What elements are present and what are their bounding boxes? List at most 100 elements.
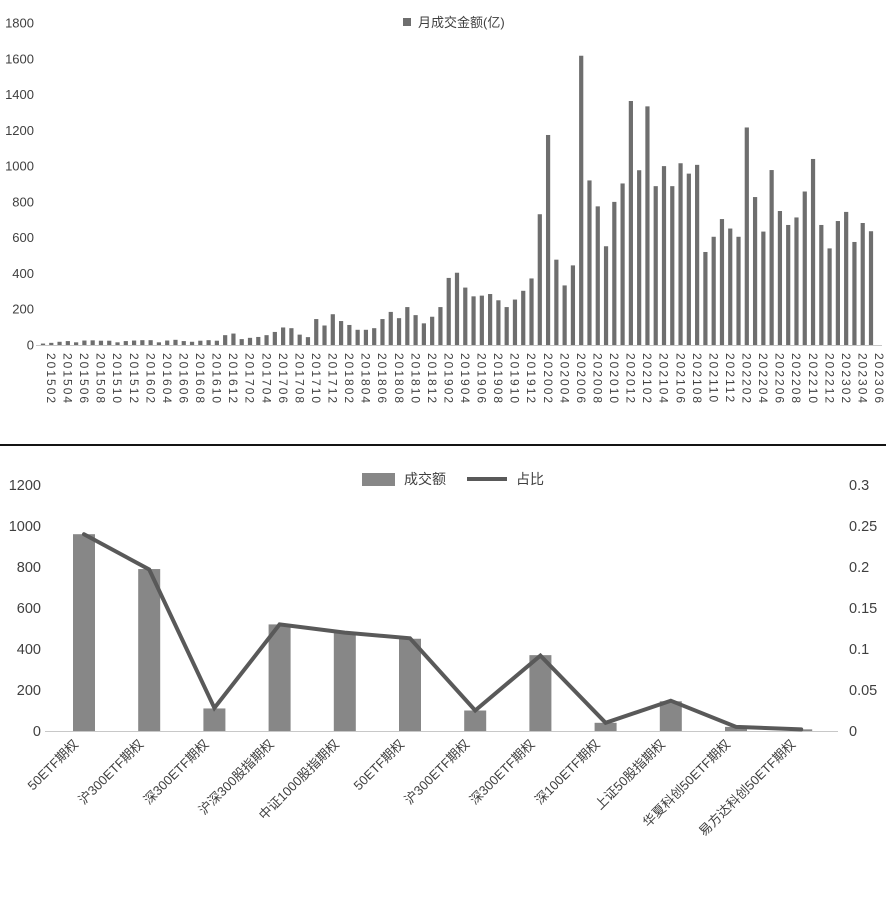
- bar: [769, 170, 774, 345]
- x-axis-tick-label: 201610: [210, 353, 224, 405]
- x-axis-tick-label: 201612: [226, 353, 240, 405]
- x-axis-tick-label: 201810: [408, 353, 422, 405]
- x-axis-tick-label: 202210: [806, 353, 820, 405]
- bar: [595, 206, 600, 345]
- bar: [827, 248, 832, 345]
- bar: [90, 340, 95, 345]
- bar: [73, 534, 95, 731]
- bar: [396, 318, 402, 345]
- y-axis-tick-label: 1000: [5, 159, 34, 174]
- bar: [521, 290, 526, 345]
- bar: [330, 314, 335, 345]
- bar: [810, 158, 816, 345]
- bar: [138, 569, 161, 731]
- bar: [545, 134, 551, 345]
- bar: [695, 164, 700, 345]
- x-axis-tick-label: 201710: [309, 353, 323, 405]
- x-axis-tick-label: 202102: [640, 353, 654, 405]
- x-axis-tick-label: 201704: [259, 353, 273, 405]
- x-axis-tick-label: 201504: [61, 353, 75, 405]
- bar: [488, 294, 493, 345]
- bar: [421, 323, 426, 345]
- bar: [529, 278, 534, 345]
- category-tick-label: 深300ETF期权: [467, 737, 538, 808]
- bar: [131, 340, 137, 345]
- bar: [852, 241, 857, 345]
- bar: [203, 708, 226, 731]
- x-axis-tick-label: 202112: [723, 353, 737, 404]
- bar: [399, 638, 421, 731]
- combo-chart-canvas: 0 200 400 600 800 1000 1200 0 0.05 0.1 0.15 0.2 0.25…: [9, 478, 878, 839]
- x-axis-tick-label: 202110: [706, 353, 720, 404]
- x-axis-tick-label: 201804: [359, 353, 373, 405]
- left-axis-tick-label: 1000: [9, 519, 41, 535]
- x-axis-tick-label: 202006: [574, 353, 588, 405]
- x-axis-tick-label: 201706: [276, 353, 290, 405]
- monthly-turnover-chart: 0 200 400 600 800 1000 1200 1400 1600 1800 201502 2…: [0, 0, 886, 444]
- bar: [637, 170, 642, 345]
- bar: [570, 265, 576, 345]
- x-axis-tick-label: 202206: [773, 353, 787, 405]
- bar: [247, 337, 253, 345]
- bar: [504, 307, 509, 345]
- bar: [752, 197, 758, 345]
- y-axis-tick-label: 1800: [5, 16, 34, 31]
- bar: [264, 335, 269, 345]
- x-axis-tick-label: 202002: [541, 353, 555, 405]
- bar: [65, 341, 70, 345]
- x-axis-tick-label: 202306: [872, 353, 886, 405]
- bar: [347, 324, 352, 345]
- bar: [603, 246, 609, 345]
- left-axis-tick-label: 0: [33, 724, 41, 740]
- bar: [659, 701, 682, 731]
- legend-monthly-turnover: 月成交金额(亿): [403, 12, 505, 31]
- bar: [322, 325, 327, 345]
- x-axis-tick-label: 202008: [591, 353, 605, 405]
- x-axis-tick-label: 202004: [557, 353, 571, 405]
- bar: [711, 236, 716, 345]
- x-axis-tick-label: 201808: [392, 353, 406, 405]
- bar: [430, 316, 435, 345]
- x-axis-tick-label: 201608: [193, 353, 207, 405]
- right-axis-tick-label: 0.15: [849, 601, 877, 617]
- line-series-swatch-icon: [467, 477, 507, 481]
- bar: [156, 342, 162, 345]
- bar: [529, 655, 552, 731]
- bar: [819, 224, 824, 345]
- category-tick-label: 沪300ETF期权: [401, 737, 472, 808]
- bar: [802, 191, 807, 345]
- product-turnover-share-chart: 0 200 400 600 800 1000 1200 0 0.05 0.1 0.15 0.2 0.25…: [0, 446, 886, 898]
- bar: [612, 201, 617, 345]
- x-axis-tick-label: 201908: [491, 353, 505, 405]
- bar: [231, 333, 236, 345]
- y-axis-tick-label: 0: [27, 338, 34, 353]
- bar: [49, 342, 54, 345]
- bar: [844, 211, 849, 345]
- x-axis-tick-label: 202208: [789, 353, 803, 405]
- bar: [297, 334, 302, 345]
- bar: [181, 341, 186, 345]
- x-axis-tick-label: 201604: [160, 353, 174, 405]
- x-axis-tick-label: 202212: [822, 353, 836, 405]
- category-tick-label: 50ETF期权: [25, 737, 82, 794]
- bar-series-swatch-icon: [362, 472, 395, 486]
- x-axis-tick-label: 201602: [143, 353, 157, 405]
- left-axis-tick-label: 400: [17, 642, 41, 658]
- bar: [438, 307, 443, 345]
- left-axis-tick-label: 200: [17, 683, 41, 699]
- bar: [165, 340, 170, 345]
- bar: [719, 219, 725, 345]
- x-axis-tick-label: 202302: [839, 353, 853, 405]
- bar: [594, 722, 617, 731]
- x-axis-tick-label: 202104: [657, 353, 671, 405]
- x-axis-tick-label: 202204: [756, 353, 770, 405]
- bar: [761, 231, 766, 345]
- bar: [272, 331, 277, 345]
- bar-series-label: 成交额: [404, 471, 446, 487]
- bar: [464, 710, 487, 731]
- bar: [786, 224, 791, 345]
- bar: [268, 624, 291, 731]
- category-tick-label: 深100ETF期权: [532, 737, 603, 808]
